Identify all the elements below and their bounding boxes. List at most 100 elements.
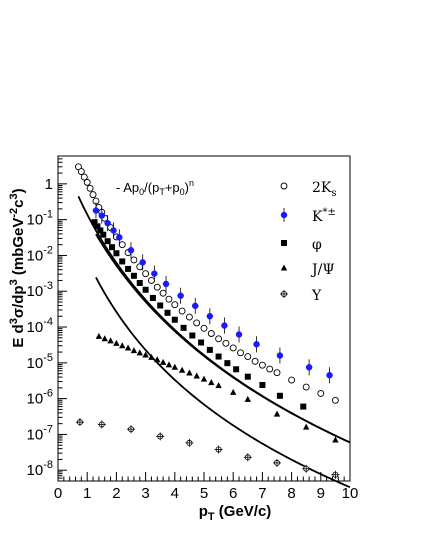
data-point xyxy=(331,396,339,404)
data-point xyxy=(159,358,167,365)
data-point xyxy=(273,369,281,377)
data-point xyxy=(101,335,108,342)
data-point xyxy=(193,319,201,327)
data-point xyxy=(92,207,100,214)
data-point xyxy=(326,371,333,379)
data-point xyxy=(77,168,85,176)
series-1-points xyxy=(74,163,339,404)
data-point xyxy=(206,346,213,353)
x-tick-label: 1 xyxy=(83,485,91,502)
x-tick-label: 6 xyxy=(229,485,237,502)
data-point xyxy=(164,309,171,316)
data-point xyxy=(300,403,307,410)
data-point xyxy=(302,383,310,391)
data-point xyxy=(136,349,143,356)
data-point xyxy=(244,395,251,402)
data-markers xyxy=(74,163,340,479)
data-point xyxy=(186,369,193,376)
data-point xyxy=(97,420,106,429)
data-point xyxy=(266,365,274,373)
data-point xyxy=(142,270,150,278)
x-tick-label: 4 xyxy=(171,485,179,502)
x-axis-title: pT (GeV/c) xyxy=(199,503,272,523)
data-point xyxy=(171,301,179,309)
data-point xyxy=(162,280,170,288)
data-point xyxy=(139,259,146,266)
data-point xyxy=(107,337,114,344)
data-point xyxy=(149,294,156,301)
data-point xyxy=(104,219,111,227)
plot-frame xyxy=(57,155,351,482)
data-point xyxy=(91,219,98,226)
data-point xyxy=(214,445,223,454)
data-point xyxy=(273,458,281,467)
data-point xyxy=(142,351,149,358)
data-point xyxy=(258,361,266,369)
data-point xyxy=(113,250,120,257)
data-point xyxy=(221,322,228,329)
data-point xyxy=(157,302,164,309)
legend-marker-2 xyxy=(280,211,288,219)
y-axis-title: E d3σ/dp3 (mbGeV-2c3) xyxy=(8,188,27,347)
data-point xyxy=(224,360,231,367)
legend-label-jpsi: J/Ψ xyxy=(310,262,335,278)
data-point xyxy=(113,339,120,346)
data-point xyxy=(171,363,178,370)
data-point xyxy=(206,313,214,320)
data-point xyxy=(178,307,186,315)
axis-labels: - Ap0/(pT+p0)n pT (GeV/c) E d3σ/dp3 (mbGeV… xyxy=(8,178,271,523)
y-tick-label: 10-4 xyxy=(27,316,53,336)
legend: 2Ks K*± φ J/Ψ Υ xyxy=(280,180,337,304)
x-tick-label: 8 xyxy=(287,485,295,502)
data-point xyxy=(153,283,161,291)
data-point xyxy=(86,184,94,192)
data-point xyxy=(317,389,325,397)
data-point xyxy=(156,432,165,441)
data-point xyxy=(222,339,230,347)
data-point xyxy=(332,436,339,443)
data-point xyxy=(142,286,149,293)
data-point xyxy=(116,234,123,241)
x-tick-label: 0 xyxy=(54,485,62,502)
data-point xyxy=(276,352,284,359)
fit-formula: - Ap0/(pT+p0)n xyxy=(116,178,194,197)
data-point xyxy=(119,258,126,265)
x-tick-label: 3 xyxy=(141,485,149,502)
data-point xyxy=(104,238,111,245)
data-point xyxy=(119,342,126,349)
y-tick-label: 10-5 xyxy=(27,352,53,372)
series-3-points xyxy=(91,219,307,410)
data-point xyxy=(95,332,103,339)
data-point xyxy=(127,246,135,254)
data-point xyxy=(251,357,259,365)
data-point xyxy=(185,438,194,447)
data-point xyxy=(215,335,223,343)
data-point xyxy=(230,388,237,395)
x-tick-label: 2 xyxy=(112,485,120,502)
legend-marker-1 xyxy=(280,182,288,190)
legend-marker-5 xyxy=(280,290,288,298)
data-point xyxy=(235,331,243,338)
y-tick-label: 10-1 xyxy=(27,209,53,229)
axes: 0 1 2 3 4 5 6 7 8 9 10 1 10-1 10-2 10-3 10-4 10-5 10-6 10-… xyxy=(27,155,358,502)
legend-marker-3 xyxy=(281,240,287,246)
data-point xyxy=(100,231,107,238)
data-point xyxy=(305,364,313,371)
data-point xyxy=(243,453,252,462)
data-point xyxy=(180,324,187,331)
data-point xyxy=(75,418,84,427)
data-point xyxy=(288,376,296,384)
legend-label-upsilon: Υ xyxy=(311,288,322,304)
data-point xyxy=(97,227,104,234)
data-point xyxy=(276,392,283,399)
data-point xyxy=(273,410,281,417)
data-point xyxy=(159,289,167,297)
series-4-points xyxy=(95,332,339,443)
data-point xyxy=(109,244,116,251)
y-tick-label: 10-3 xyxy=(27,280,53,300)
data-point xyxy=(191,302,199,310)
x-tick-label: 9 xyxy=(317,485,325,502)
legend-label-2ks: 2Ks xyxy=(312,180,337,199)
data-point xyxy=(331,470,340,479)
data-point xyxy=(185,313,193,321)
